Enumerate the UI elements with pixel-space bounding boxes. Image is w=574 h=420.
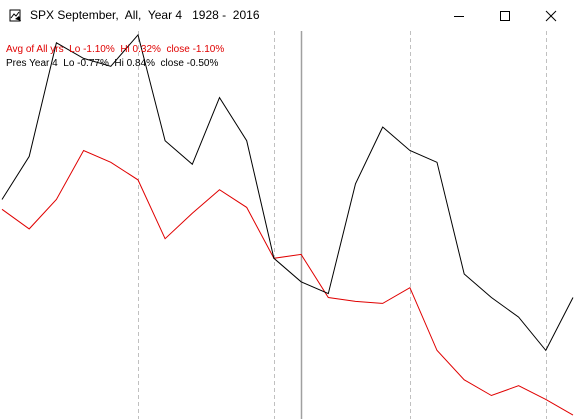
legend-avg: Avg of All yrs Lo -1.10% Hi 0.32% close …: [6, 44, 225, 55]
maximize-icon: [500, 11, 510, 21]
minimize-icon: [454, 16, 464, 17]
close-button[interactable]: [528, 0, 574, 31]
maximize-button[interactable]: [482, 0, 528, 31]
window-title: SPX September, All, Year 4 1928 - 2016: [30, 8, 260, 22]
series-line-avg: [1, 149, 574, 416]
legend-pres-year: Pres Year 4 Lo -0.77% Hi 0.84% close -0.…: [6, 58, 219, 69]
series-line-pres-year: [1, 33, 574, 352]
close-icon: [545, 10, 557, 22]
line-chart: [1, 31, 574, 419]
minimize-button[interactable]: [436, 0, 482, 31]
chart-icon[interactable]: [8, 8, 24, 24]
title-bar[interactable]: SPX September, All, Year 4 1928 - 2016: [0, 0, 574, 31]
